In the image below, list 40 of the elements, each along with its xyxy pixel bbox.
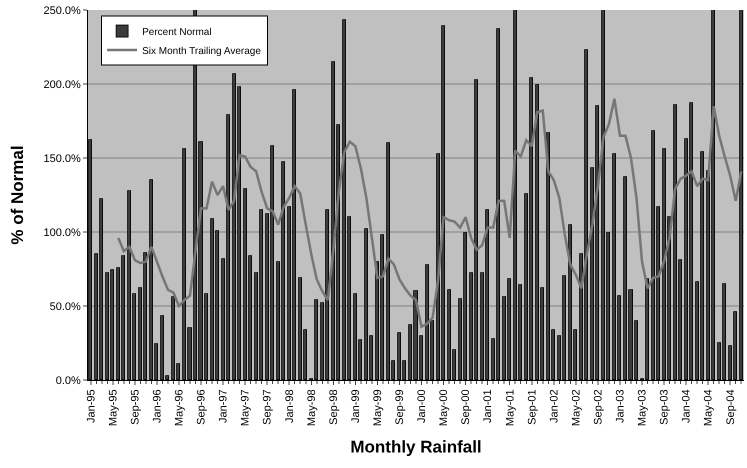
x-tick-label: Jan-98 bbox=[284, 389, 296, 424]
x-tick-label: Sep-95 bbox=[129, 389, 142, 425]
legend-label: Percent Normal bbox=[142, 26, 212, 38]
x-tick-label: Jan-03 bbox=[614, 389, 627, 424]
x-tick-label: Sep-02 bbox=[592, 389, 604, 425]
x-tick-label: Jan-00 bbox=[416, 389, 428, 424]
y-tick-label: 200.0% bbox=[43, 78, 82, 91]
x-tick-label: May-03 bbox=[636, 389, 649, 426]
y-tick-label: 150.0% bbox=[43, 152, 82, 165]
x-tick-label: May-04 bbox=[702, 389, 715, 426]
x-tick-label: Jan-97 bbox=[218, 389, 230, 424]
x-tick-label: Jan-01 bbox=[482, 389, 494, 424]
x-tick-label: Jan-02 bbox=[548, 389, 560, 424]
x-tick-label: May-01 bbox=[504, 389, 516, 426]
y-tick-label: 100.0% bbox=[43, 226, 82, 239]
x-tick-label: Jan-96 bbox=[151, 389, 164, 424]
x-tick-label: Jan-95 bbox=[85, 389, 98, 424]
x-tick-label: Jan-99 bbox=[350, 389, 362, 424]
x-tick-label: Sep-99 bbox=[394, 389, 406, 425]
x-tick-label: Sep-00 bbox=[460, 389, 472, 425]
x-axis-title: Monthly Rainfall bbox=[350, 437, 482, 456]
x-tick-label: May-00 bbox=[438, 389, 450, 426]
x-tick-label: Sep-98 bbox=[328, 389, 340, 425]
x-tick-label: May-97 bbox=[240, 389, 252, 426]
y-tick-label: 0.0% bbox=[56, 374, 82, 387]
x-tick-label: May-95 bbox=[107, 389, 120, 426]
x-tick-label: May-99 bbox=[372, 389, 384, 426]
x-tick-label: Sep-01 bbox=[526, 389, 538, 425]
x-tick-label: May-98 bbox=[306, 389, 318, 426]
y-tick-label: 250.0% bbox=[43, 4, 82, 17]
x-tick-label: Sep-04 bbox=[724, 389, 737, 425]
legend-label: Six Month Trailing Average bbox=[142, 46, 262, 57]
x-tick-label: Sep-97 bbox=[262, 389, 274, 425]
y-axis-title: % of Normal bbox=[8, 145, 28, 245]
x-tick-label: Sep-96 bbox=[196, 389, 208, 425]
x-tick-label: Jan-04 bbox=[680, 389, 693, 424]
x-tick-label: May-96 bbox=[174, 389, 186, 426]
x-tick-label: May-02 bbox=[570, 389, 582, 426]
x-tick-label: Sep-03 bbox=[658, 389, 671, 425]
y-tick-label: 50.0% bbox=[50, 300, 82, 313]
